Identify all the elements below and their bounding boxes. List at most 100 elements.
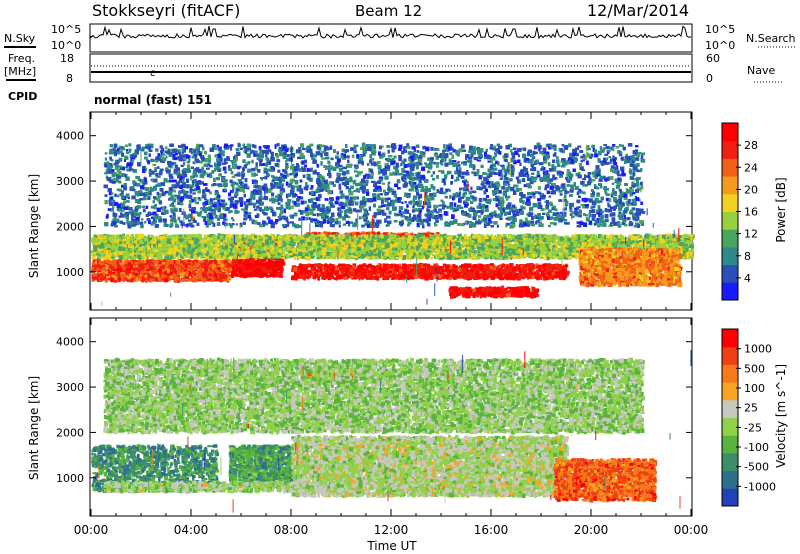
heatmap-cell — [279, 275, 283, 278]
nsearch-label: N.Search — [746, 32, 796, 45]
heatmap-cell — [103, 265, 106, 268]
heatmap-cell — [384, 277, 386, 280]
heatmap-cell — [564, 267, 567, 270]
heatmap-cell — [394, 265, 397, 268]
heatmap-cell — [206, 266, 208, 269]
heatmap-cell — [536, 266, 539, 268]
heatmap-cell — [299, 271, 303, 274]
heatmap-cell — [100, 278, 102, 280]
heatmap-cell — [203, 276, 207, 278]
heatmap-cell — [128, 268, 132, 271]
heatmap-cell — [430, 257, 434, 260]
heatmap-cell — [472, 289, 476, 292]
heatmap-cell — [134, 262, 138, 265]
heatmap-cell — [118, 277, 121, 281]
heatmap-cell — [469, 276, 472, 279]
heatmap-cell — [449, 277, 452, 280]
heatmap-cell — [449, 269, 452, 272]
heatmap-cell — [402, 264, 406, 267]
heatmap-cell — [195, 271, 198, 273]
heatmap-cell — [408, 264, 412, 267]
heatmap-cell — [453, 276, 456, 280]
heatmap-cell — [479, 291, 482, 295]
heatmap-cell — [242, 275, 246, 277]
heatmap-cell — [505, 277, 509, 279]
heatmap-cell — [363, 274, 366, 277]
heatmap-cell — [129, 273, 132, 278]
heatmap-cell — [443, 265, 446, 267]
heatmap-cell — [485, 264, 488, 267]
heatmap-cell — [395, 276, 397, 280]
heatmap-cell — [431, 276, 434, 279]
heatmap-cell — [269, 273, 272, 277]
heatmap-cell — [348, 271, 352, 275]
heatmap-cell — [214, 273, 217, 277]
heatmap-cell — [179, 267, 182, 269]
freq-label: Freq. — [8, 52, 35, 65]
heatmap-cell — [504, 272, 506, 276]
heatmap-cell — [98, 266, 101, 269]
heatmap-cell — [235, 269, 238, 272]
heatmap-cell — [212, 267, 215, 269]
heatmap-cell — [450, 293, 453, 296]
heatmap-cell — [178, 269, 182, 272]
heatmap-cell — [494, 287, 497, 290]
heatmap-cell — [243, 260, 245, 263]
heatmap-cell — [352, 269, 355, 273]
heatmap-cell — [432, 266, 434, 270]
heatmap-cell — [373, 271, 375, 274]
heatmap-cell — [310, 266, 312, 268]
noise-tick-left-high: 10^5 — [51, 23, 81, 36]
heatmap-cell — [481, 268, 483, 271]
beam-label: Beam 12 — [355, 2, 422, 20]
heatmap-cell — [268, 262, 271, 265]
heatmap-cell — [450, 273, 453, 277]
heatmap-cell — [345, 269, 348, 272]
heatmap-cell — [517, 266, 520, 269]
heatmap-cell — [393, 272, 395, 275]
heatmap-cell — [196, 274, 200, 277]
heatmap-cell — [264, 274, 268, 277]
heatmap-cell — [512, 271, 516, 274]
heatmap-cell — [209, 274, 211, 277]
heatmap-cell — [234, 274, 238, 276]
heatmap-cell — [139, 268, 142, 271]
heatmap-cell — [383, 264, 387, 266]
heatmap-cell — [180, 273, 182, 277]
heatmap-cell — [345, 273, 348, 276]
heatmap-cell — [175, 260, 178, 265]
heatmap-cell — [226, 265, 229, 267]
heatmap-cell — [166, 262, 170, 265]
heatmap-cell — [318, 277, 320, 279]
heatmap-cell — [450, 265, 453, 269]
heatmap-cell — [250, 263, 253, 266]
heatmap-cell — [490, 289, 493, 292]
heatmap-cell — [522, 268, 525, 271]
heatmap-cell — [506, 271, 508, 274]
heatmap-cell — [515, 275, 518, 279]
heatmap-cell — [388, 270, 392, 273]
freq-tick-high: 18 — [60, 52, 74, 65]
heatmap-cell — [108, 260, 112, 264]
heatmap-cell — [156, 265, 159, 268]
heatmap-cell — [480, 294, 482, 298]
cpid-label: CPID — [8, 90, 37, 103]
heatmap-cell — [511, 292, 515, 295]
heatmap-cell — [154, 260, 158, 264]
heatmap-cell — [525, 269, 527, 271]
heatmap-cell — [453, 286, 457, 289]
heatmap-cell — [185, 277, 189, 279]
heatmap-cell — [535, 293, 538, 296]
heatmap-cell — [552, 264, 554, 267]
nsky-label: N.Sky — [4, 32, 36, 45]
heatmap-cell — [357, 272, 361, 275]
heatmap-cell — [158, 261, 162, 264]
freq-tick-low: 8 — [66, 72, 73, 85]
heatmap-cell — [194, 260, 198, 263]
heatmap-cell — [181, 279, 185, 282]
heatmap-cell — [125, 278, 128, 281]
heatmap-cell — [368, 274, 371, 278]
rti-figure: Stokkseyri (fitACF) Beam 12 12/Mar/2014 … — [0, 0, 800, 554]
heatmap-cell — [279, 268, 281, 270]
heatmap-cell — [531, 268, 535, 270]
